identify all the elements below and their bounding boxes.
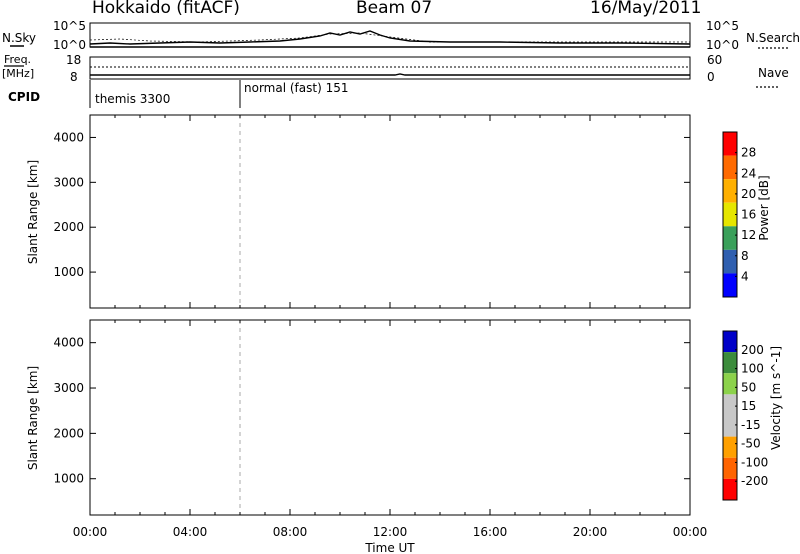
x-tick-label-1: 04:00 [173,525,208,539]
colorbar-tick-label-p1-4: -15 [741,418,761,432]
colorbar-tick-label-p0-4: 12 [741,228,756,242]
date-title: 16/May/2011 [590,0,702,18]
colorbar-swatch-p1-5 [723,436,737,458]
sky-panel [89,22,691,48]
sky-left-tick-top: 10^5 [53,19,86,33]
freq-right-tick-top: 60 [707,53,722,67]
freq-trace [90,73,690,76]
colorbar-tick-label-p0-1: 24 [741,166,756,180]
colorbar-swatch-p0-4 [723,226,737,250]
colorbar-tick-label-p0-5: 8 [741,249,749,263]
axes-layer: 1000 2000 3000 4000 28 24 20 16 12 8 4 1000 2000 3000… [53,115,768,539]
x-tick-label-3: 12:00 [373,525,408,539]
x-tick-label-6: 00:00 [673,525,708,539]
y-tick-label-p0-2: 3000 [53,175,84,189]
freq-right-tick-bottom: 0 [707,70,715,84]
x-tick-label-0: 00:00 [73,525,108,539]
freq-panel [89,56,691,80]
x-tick-label-2: 08:00 [273,525,308,539]
y-tick-label-p1-1: 2000 [53,426,84,440]
colorbar-swatch-p1-2 [723,373,737,395]
x-axis-label: Time UT [364,541,415,554]
colorbar-swatch-p1-0 [723,331,737,353]
nave-label: Nave [758,66,789,80]
y-tick-label-p1-3: 4000 [53,336,84,350]
colorbar-tick-label-p0-6: 4 [741,269,749,283]
y-tick-label-p1-2: 3000 [53,381,84,395]
freq-label-1: Freq. [4,53,31,66]
colorbar-label-velocity: Velocity [m s^-1] [769,346,783,450]
colorbar-tick-label-p1-6: -100 [741,455,768,469]
x-tick-label-4: 16:00 [473,525,508,539]
y-axis-label-velocity: Slant Range [km] [26,366,40,470]
colorbar-swatch-p1-1 [723,352,737,374]
colorbar-tick-label-p1-5: -50 [741,437,761,451]
x-tick-label-5: 20:00 [573,525,608,539]
y-tick-label-p1-0: 1000 [53,472,84,486]
colorbar-tick-label-p0-2: 20 [741,187,756,201]
cpid-label: CPID [8,90,40,104]
sky-left-label: N.Sky [2,31,36,45]
colorbar-tick-label-p0-3: 16 [741,208,756,222]
y-axis-label-power: Slant Range [km] [26,160,40,264]
colorbar-tick-label-p1-2: 50 [741,380,756,394]
beam-title: Beam 07 [356,0,433,18]
cpid-segment-2: normal (fast) 151 [244,81,348,95]
cpid-strip [89,80,241,108]
sky-right-tick-top: 10^5 [706,19,739,33]
freq-left-tick-top: 18 [66,53,81,67]
colorbar-tick-label-p1-1: 100 [741,362,764,376]
colorbar-tick-label-p1-7: -200 [741,474,768,488]
colorbar-tick-label-p1-0: 200 [741,343,764,357]
sky-right-tick-bottom: 10^0 [706,38,739,52]
colorbar-swatch-p0-1 [723,155,737,180]
colorbar-swatch-p0-6 [723,273,737,297]
colorbar-tick-label-p1-3: 15 [741,399,756,413]
colorbar-swatch-p1-3 [723,394,737,416]
freq-label-2: [MHz] [2,67,34,80]
colorbar-swatch-p0-2 [723,179,737,203]
power-panel [89,114,691,309]
colorbar-frame-p1 [722,330,738,501]
sky-right-label: N.Search [746,31,800,45]
y-tick-label-p0-1: 2000 [53,220,84,234]
colorbar-swatch-p0-3 [723,202,737,227]
y-tick-label-p0-0: 1000 [53,265,84,279]
velocity-panel [89,319,691,516]
radar-title: Hokkaido (fitACF) [92,0,240,18]
sky-left-tick-bottom: 10^0 [53,38,86,52]
y-tick-label-p0-3: 4000 [53,130,84,144]
colorbar-swatch-p1-7 [723,478,737,500]
colorbar-swatch-p0-0 [723,132,737,156]
cpid-segment-1: themis 3300 [95,92,170,106]
freq-left-tick-bottom: 8 [70,70,78,84]
colorbar-label-power: Power [dB] [757,175,771,240]
colorbar-tick-label-p0-0: 28 [741,146,756,160]
colorbar-swatch-p1-6 [723,457,737,479]
colorbar-swatch-p0-5 [723,249,737,274]
colorbar-swatch-p1-4 [723,415,737,437]
